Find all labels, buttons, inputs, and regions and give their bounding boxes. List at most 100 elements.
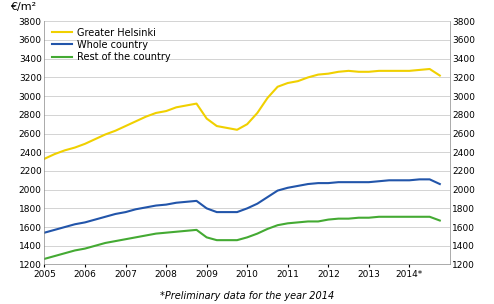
Rest of the country [295,221,301,224]
Rest of the country [194,228,200,232]
Greater Helsinki [41,157,47,161]
Greater Helsinki [143,115,149,119]
Rest of the country [143,234,149,237]
Whole country [416,178,422,181]
Greater Helsinki [275,85,281,88]
Rest of the country [163,231,169,234]
Rest of the country [102,241,108,245]
Greater Helsinki [335,70,341,74]
Rest of the country [123,237,128,241]
Whole country [214,210,220,214]
Whole country [396,178,402,182]
Whole country [437,182,443,186]
Whole country [427,178,433,181]
Rest of the country [275,223,281,227]
Rest of the country [41,257,47,261]
Rest of the country [335,217,341,220]
Greater Helsinki [194,102,200,105]
Whole country [407,178,412,182]
Rest of the country [437,219,443,222]
Greater Helsinki [416,68,422,72]
Greater Helsinki [285,81,290,85]
Rest of the country [62,251,68,255]
Whole country [183,200,189,204]
Rest of the country [224,238,230,242]
Whole country [194,199,200,203]
Whole country [41,231,47,234]
Whole country [62,225,68,229]
Rest of the country [72,249,78,252]
Rest of the country [315,219,321,223]
Rest of the country [254,232,260,235]
Greater Helsinki [133,119,139,123]
Whole country [285,186,290,190]
Whole country [376,179,382,183]
Whole country [113,212,119,216]
Rest of the country [153,232,159,235]
Text: €/m²: €/m² [10,2,36,12]
Rest of the country [346,217,352,220]
Rest of the country [427,215,433,219]
Rest of the country [326,218,331,221]
Rest of the country [407,215,412,219]
Rest of the country [396,215,402,219]
Whole country [123,210,128,214]
Whole country [234,210,240,214]
Greater Helsinki [113,129,119,133]
Whole country [52,228,58,232]
Line: Whole country: Whole country [44,179,440,233]
Whole country [295,184,301,188]
Rest of the country [356,216,362,219]
Greater Helsinki [315,73,321,76]
Rest of the country [183,229,189,233]
Greater Helsinki [123,124,128,128]
Greater Helsinki [204,117,209,120]
Whole country [254,202,260,206]
Whole country [173,201,179,205]
Greater Helsinki [72,146,78,149]
Rest of the country [366,216,372,219]
Whole country [153,204,159,207]
Rest of the country [376,215,382,219]
Greater Helsinki [376,69,382,73]
Whole country [92,218,98,221]
Whole country [224,210,230,214]
Rest of the country [285,222,290,225]
Whole country [133,207,139,211]
Whole country [335,180,341,184]
Whole country [346,180,352,184]
Greater Helsinki [244,122,250,126]
Whole country [102,215,108,219]
Whole country [305,182,311,186]
Whole country [386,178,392,182]
Rest of the country [214,238,220,242]
Whole country [244,206,250,210]
Line: Rest of the country: Rest of the country [44,217,440,259]
Rest of the country [204,236,209,239]
Whole country [204,206,209,210]
Rest of the country [416,215,422,219]
Whole country [72,223,78,226]
Whole country [143,206,149,209]
Text: *Preliminary data for the year 2014: *Preliminary data for the year 2014 [160,291,334,301]
Whole country [264,195,270,199]
Greater Helsinki [92,137,98,141]
Greater Helsinki [214,124,220,128]
Rest of the country [92,244,98,247]
Greater Helsinki [183,104,189,107]
Whole country [315,181,321,185]
Rest of the country [386,215,392,219]
Greater Helsinki [254,111,260,115]
Legend: Greater Helsinki, Whole country, Rest of the country: Greater Helsinki, Whole country, Rest of… [48,24,174,66]
Greater Helsinki [295,79,301,83]
Rest of the country [52,254,58,258]
Whole country [82,221,88,224]
Whole country [366,180,372,184]
Whole country [326,181,331,185]
Greater Helsinki [305,76,311,79]
Rest of the country [264,227,270,231]
Greater Helsinki [153,111,159,115]
Greater Helsinki [386,69,392,73]
Rest of the country [305,219,311,223]
Greater Helsinki [234,128,240,132]
